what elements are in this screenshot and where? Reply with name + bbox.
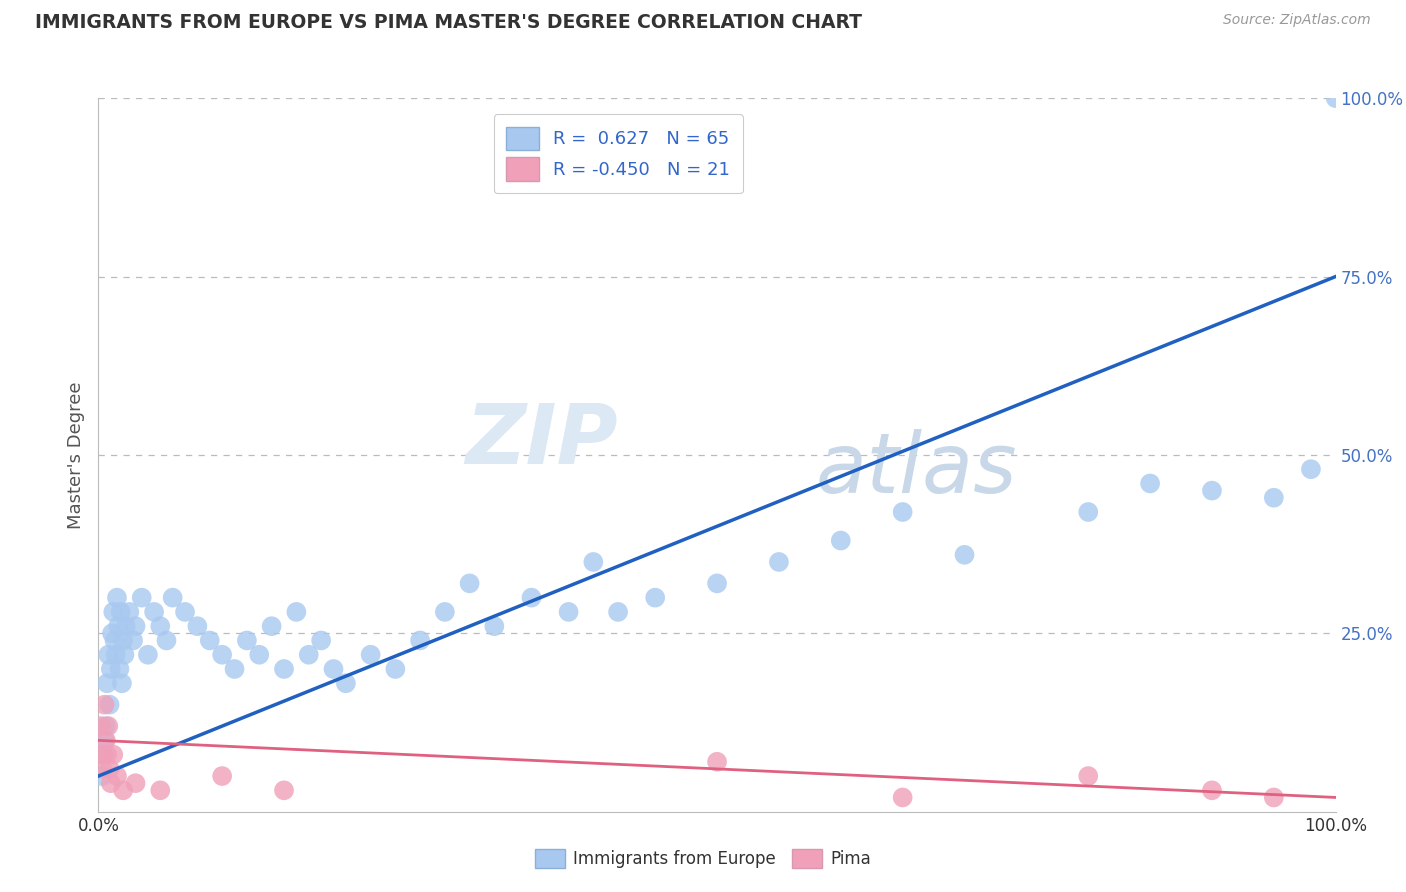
Point [322, 662, 344, 676]
Point [103, 633, 125, 648]
Point [484, 619, 506, 633]
Point [93, 747, 115, 762]
Point [891, 790, 914, 805]
Point [105, 591, 128, 605]
Point [97, 648, 120, 662]
Point [309, 633, 332, 648]
Point [96, 676, 118, 690]
Point [104, 648, 127, 662]
Point [110, 605, 132, 619]
Point [112, 783, 135, 797]
Point [409, 633, 432, 648]
Point [149, 619, 172, 633]
Point [111, 676, 134, 690]
Y-axis label: Master's Degree: Master's Degree [66, 381, 84, 529]
Point [149, 783, 172, 797]
Point [97, 719, 120, 733]
Point [1263, 491, 1285, 505]
Point [162, 591, 184, 605]
Point [458, 576, 481, 591]
Point [211, 769, 233, 783]
Point [100, 662, 122, 676]
Point [520, 591, 543, 605]
Point [91, 769, 114, 783]
Point [103, 747, 125, 762]
Legend: Immigrants from Europe, Pima: Immigrants from Europe, Pima [527, 842, 879, 875]
Point [155, 633, 177, 648]
Point [224, 662, 246, 676]
Point [108, 662, 131, 676]
Point [90, 719, 112, 733]
Point [1324, 91, 1347, 105]
Point [107, 619, 129, 633]
Point [1139, 476, 1161, 491]
Point [1263, 790, 1285, 805]
Point [706, 755, 728, 769]
Point [360, 648, 382, 662]
Legend: R =  0.627   N = 65, R = -0.450   N = 21: R = 0.627 N = 65, R = -0.450 N = 21 [494, 114, 742, 194]
Point [607, 605, 630, 619]
Point [94, 719, 117, 733]
Text: Source: ZipAtlas.com: Source: ZipAtlas.com [1223, 13, 1371, 28]
Point [1201, 783, 1223, 797]
Point [96, 747, 118, 762]
Point [98, 762, 121, 776]
Point [112, 648, 135, 662]
Point [285, 605, 308, 619]
Point [91, 762, 114, 776]
Point [114, 619, 136, 633]
Point [100, 776, 122, 790]
Point [112, 633, 135, 648]
Point [93, 698, 115, 712]
Point [143, 605, 166, 619]
Point [101, 626, 124, 640]
Point [260, 619, 283, 633]
Text: ZIP: ZIP [465, 401, 619, 481]
Point [433, 605, 456, 619]
Point [298, 648, 321, 662]
Point [1077, 769, 1099, 783]
Point [384, 662, 406, 676]
Point [118, 605, 141, 619]
Point [211, 648, 233, 662]
Point [103, 605, 125, 619]
Point [247, 648, 270, 662]
Point [768, 555, 790, 569]
Point [124, 619, 146, 633]
Point [335, 676, 357, 690]
Point [706, 576, 728, 591]
Point [557, 605, 579, 619]
Point [174, 605, 197, 619]
Point [186, 619, 208, 633]
Point [122, 633, 145, 648]
Point [273, 662, 295, 676]
Point [136, 648, 159, 662]
Point [93, 747, 115, 762]
Point [236, 633, 259, 648]
Text: atlas: atlas [815, 429, 1018, 509]
Point [94, 733, 117, 747]
Point [93, 733, 115, 747]
Point [98, 698, 121, 712]
Point [1201, 483, 1223, 498]
Point [953, 548, 976, 562]
Point [644, 591, 666, 605]
Point [582, 555, 605, 569]
Point [830, 533, 852, 548]
Point [1299, 462, 1322, 476]
Point [198, 633, 221, 648]
Point [273, 783, 295, 797]
Point [891, 505, 914, 519]
Text: IMMIGRANTS FROM EUROPE VS PIMA MASTER'S DEGREE CORRELATION CHART: IMMIGRANTS FROM EUROPE VS PIMA MASTER'S … [35, 13, 862, 32]
Point [131, 591, 153, 605]
Point [105, 769, 128, 783]
Point [1077, 505, 1099, 519]
Point [124, 776, 146, 790]
